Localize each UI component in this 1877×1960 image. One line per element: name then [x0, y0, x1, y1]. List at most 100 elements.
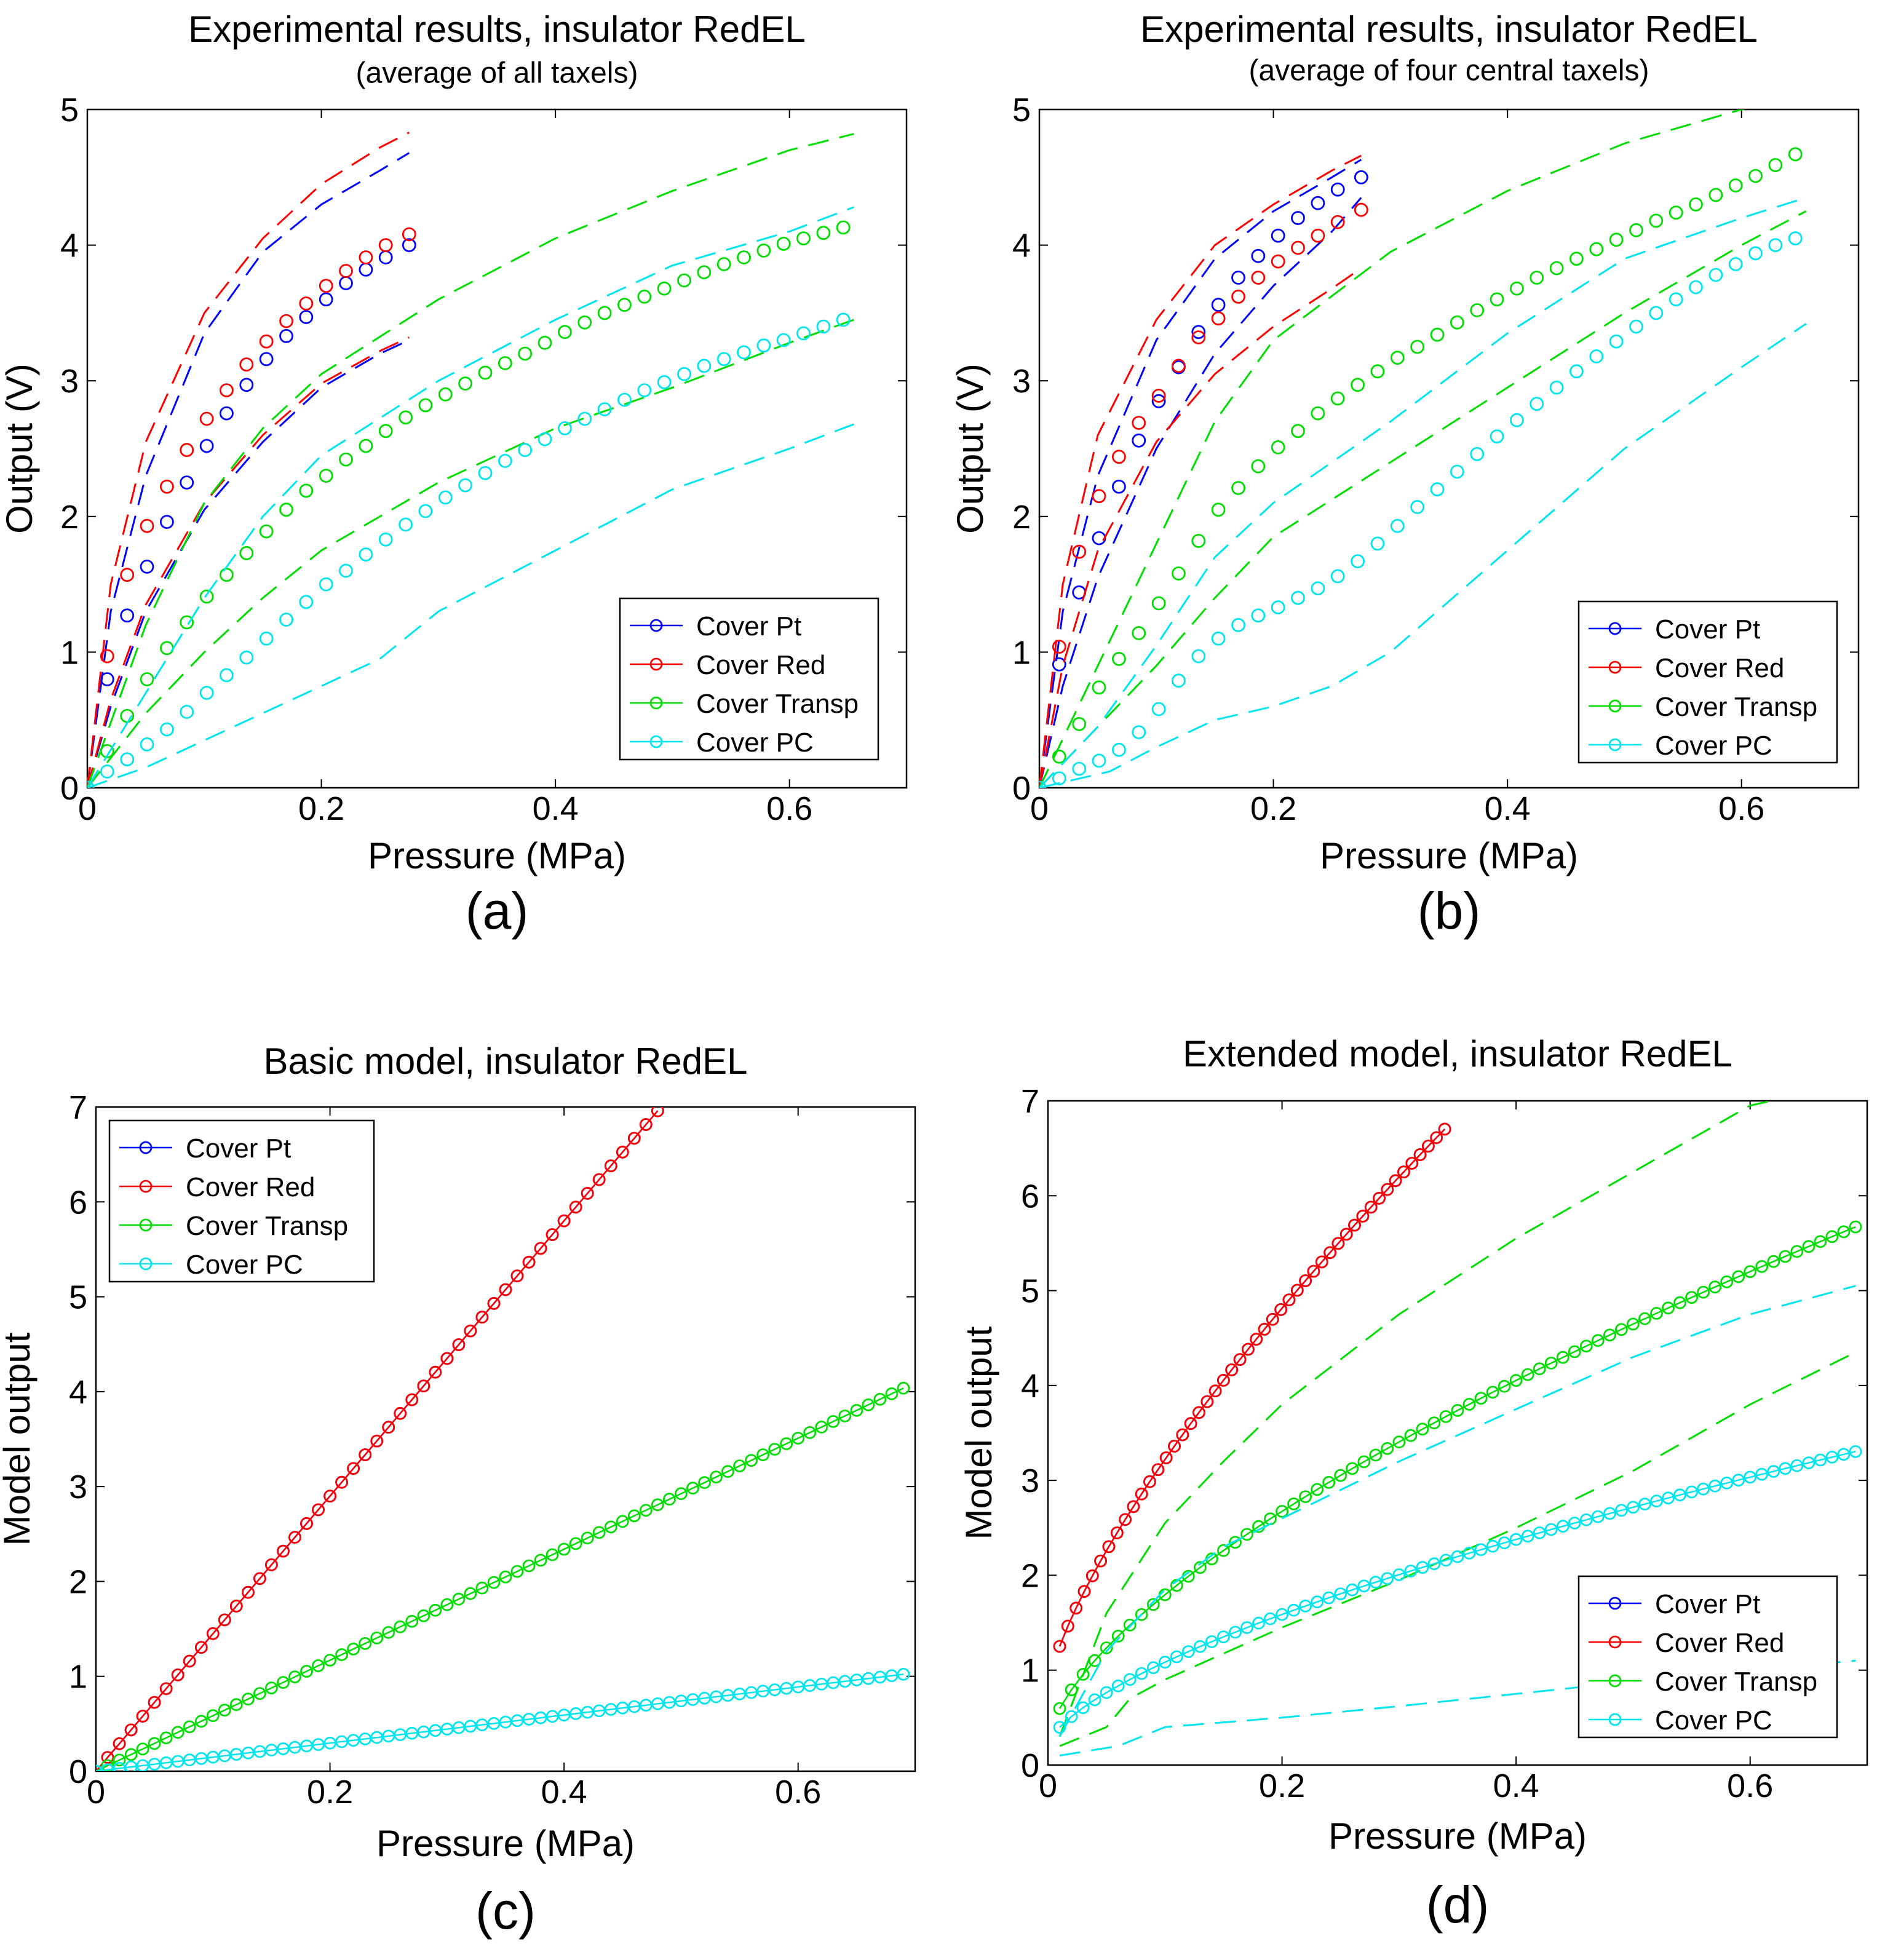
- data-point: [319, 279, 333, 293]
- data-point: [697, 265, 712, 280]
- data-point: [1767, 1255, 1780, 1268]
- data-point: [1650, 1307, 1663, 1320]
- y-tick-label: 4: [1012, 228, 1031, 264]
- data-point: [558, 325, 572, 339]
- legend-marker: [1608, 1674, 1622, 1688]
- y-tick-label: 7: [69, 1089, 87, 1126]
- legend-entry-cover-pc: Cover PC: [630, 728, 814, 758]
- data-point: [1311, 406, 1325, 421]
- data-point: [1392, 1435, 1406, 1449]
- data-point: [136, 1710, 149, 1723]
- data-point: [657, 375, 672, 389]
- legend-label: Cover PC: [696, 728, 814, 758]
- series-cover-pc: [1039, 196, 1807, 788]
- data-point: [1194, 1561, 1207, 1574]
- x-tick-label: 0.2: [1259, 1768, 1305, 1804]
- data-point: [1200, 1395, 1214, 1408]
- x-tick-label: 0: [1030, 790, 1049, 827]
- series-cover-pt-band-upper-line: [87, 152, 410, 788]
- data-point: [394, 1620, 407, 1633]
- legend-marker: [1608, 738, 1622, 752]
- data-point: [1579, 1513, 1593, 1526]
- data-point: [1100, 1641, 1113, 1654]
- data-point: [148, 1696, 161, 1709]
- y-tick-label: 3: [69, 1469, 87, 1506]
- data-point: [1370, 364, 1385, 379]
- data-point: [1354, 170, 1368, 184]
- data-point: [1229, 1536, 1242, 1549]
- data-point: [1390, 351, 1405, 365]
- data-point: [199, 411, 214, 426]
- series-cover-transp-band-lower-line: [87, 319, 854, 788]
- legend: Cover Pt Cover Red Cover Transp Cover PC: [1577, 600, 1838, 764]
- data-point: [1170, 1650, 1183, 1664]
- data-point: [440, 1598, 454, 1611]
- data-point: [1427, 1416, 1441, 1430]
- data-point: [885, 1387, 899, 1400]
- legend-marker: [139, 1218, 153, 1232]
- data-point: [538, 432, 552, 446]
- data-point: [1708, 268, 1723, 282]
- data-point: [1614, 1323, 1628, 1336]
- data-point: [288, 1531, 301, 1544]
- data-point: [617, 392, 632, 407]
- data-point: [1430, 327, 1445, 342]
- data-point: [1330, 215, 1345, 229]
- series-cover-red: [1039, 154, 1368, 788]
- data-point: [721, 1465, 734, 1478]
- data-point: [159, 479, 174, 494]
- legend-entry-cover-pt: Cover Pt: [119, 1133, 291, 1164]
- data-point: [1053, 1721, 1066, 1734]
- data-point: [1311, 1595, 1324, 1609]
- data-point: [1053, 1640, 1066, 1653]
- data-point: [1092, 489, 1106, 504]
- data-point: [1413, 1148, 1427, 1161]
- data-point: [1638, 1312, 1651, 1325]
- data-point: [1151, 1463, 1165, 1477]
- data-point: [1287, 1497, 1301, 1510]
- data-point: [1814, 1235, 1827, 1248]
- legend-entry-cover-pc: Cover PC: [119, 1250, 303, 1280]
- data-point: [1348, 1218, 1361, 1232]
- series-cover-red-band-lower-line: [1039, 267, 1362, 788]
- data-point: [120, 608, 135, 623]
- data-point: [1825, 1230, 1839, 1244]
- data-point: [1110, 1526, 1124, 1539]
- panel-label: (b): [1418, 882, 1481, 940]
- data-point: [1271, 228, 1285, 243]
- data-point: [1311, 1483, 1324, 1496]
- data-point: [206, 1709, 220, 1723]
- data-point: [581, 1531, 594, 1545]
- panel-2: Experimental results, insulator RedEL (av…: [950, 9, 1860, 940]
- series-cover-pc-band-upper-line: [1039, 196, 1806, 788]
- legend-marker: [139, 1141, 153, 1154]
- data-point: [1509, 1374, 1523, 1387]
- legend-label: Cover Pt: [1655, 614, 1760, 645]
- data-point: [120, 752, 135, 767]
- data-point: [1649, 306, 1664, 320]
- data-point: [803, 1426, 817, 1439]
- legend-label: Cover Red: [186, 1172, 315, 1202]
- data-point: [1111, 1679, 1125, 1692]
- data-point: [1603, 1507, 1616, 1520]
- data-point: [1697, 1285, 1710, 1299]
- data-point: [1346, 1583, 1359, 1597]
- data-point: [1416, 1422, 1429, 1436]
- series-cover-red: [1053, 1122, 1451, 1653]
- data-point: [1474, 1543, 1488, 1557]
- data-point: [1146, 1661, 1160, 1675]
- data-point: [557, 1542, 571, 1556]
- data-point: [1076, 1701, 1090, 1715]
- data-point: [522, 1559, 536, 1573]
- data-point: [499, 1570, 512, 1584]
- data-point: [1356, 1210, 1370, 1223]
- data-point: [1330, 182, 1345, 197]
- chart-subtitle: (average of four central taxels): [1249, 55, 1649, 87]
- series-cover-pc: [87, 206, 854, 788]
- data-point: [577, 411, 592, 426]
- data-point: [1825, 1450, 1839, 1464]
- data-point: [616, 1145, 629, 1159]
- data-point: [1191, 534, 1206, 548]
- data-point: [219, 568, 234, 582]
